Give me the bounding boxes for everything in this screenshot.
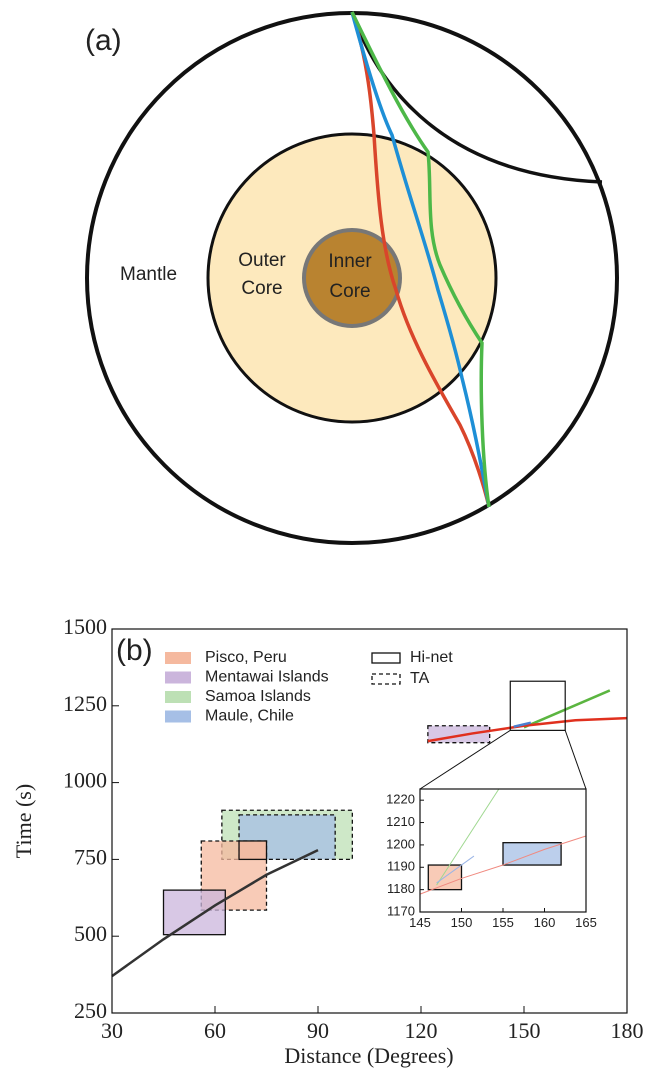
y-tick-label: 1170 [387, 903, 415, 918]
station-box [162, 889, 226, 936]
y-tick-label: 1500 [63, 614, 107, 639]
panel-label: (b) [116, 634, 153, 667]
legend-swatch [165, 710, 191, 723]
outer-core-label: Core [241, 278, 282, 299]
y-tick-label: 500 [74, 921, 107, 946]
x-tick-label: 30 [101, 1018, 123, 1043]
x-axis-label: Distance (Degrees) [284, 1043, 453, 1068]
legend-label: Hi-net [410, 649, 453, 666]
x-tick-label: 150 [451, 915, 473, 930]
ray-blue [350, 11, 491, 508]
inner-core-label: Inner [328, 251, 372, 272]
travel-time-curve [436, 855, 475, 884]
panel-label: (a) [85, 24, 122, 57]
travel-time-chart: (b) Distance (Degrees) Time (s) 30 60 90 12… [11, 614, 643, 1068]
mantle-label: Mantle [120, 264, 177, 285]
legend-label: TA [410, 670, 430, 687]
zoom-box [509, 680, 566, 731]
y-tick-label: 1250 [63, 691, 107, 716]
y-tick-label: 750 [74, 844, 107, 869]
legend-label: Samoa Islands [205, 688, 311, 705]
inner-core-label: Core [329, 281, 370, 302]
travel-time-curve [513, 721, 532, 728]
x-tick-label: 165 [575, 915, 597, 930]
zoom-connector [419, 729, 511, 790]
x-tick-label: 150 [508, 1018, 541, 1043]
travel-time-curve [523, 689, 611, 729]
y-tick-label: 1200 [386, 836, 415, 851]
legend-label: Mentawai Islands [205, 669, 329, 686]
y-tick-label: 250 [74, 998, 107, 1023]
x-tick-label: 120 [405, 1018, 438, 1043]
x-tick-label: 160 [534, 915, 556, 930]
travel-time-curve [436, 788, 500, 886]
y-tick-label: 1190 [387, 859, 415, 874]
x-tick-label: 60 [204, 1018, 226, 1043]
legend-swatch [371, 673, 401, 685]
legend-label: Maule, Chile [205, 708, 294, 725]
x-tick-label: 145 [409, 915, 431, 930]
travel-time-curve [111, 849, 319, 978]
x-tick-label: 155 [492, 915, 514, 930]
legend-swatch [371, 652, 401, 664]
legend-swatch [165, 691, 191, 703]
y-tick-label: 1180 [387, 881, 415, 896]
station-box [238, 840, 268, 861]
y-axis-label: Time (s) [11, 784, 36, 858]
ray-green [350, 11, 491, 508]
y-tick-label: 1210 [386, 814, 415, 829]
legend-swatch [165, 671, 191, 684]
x-tick-label: 180 [611, 1018, 644, 1043]
y-tick-label: 1220 [386, 792, 415, 807]
legend-swatch [165, 652, 191, 664]
legend-label: Pisco, Peru [205, 649, 287, 666]
inner-core [302, 228, 402, 328]
ray-red [350, 11, 491, 508]
zoom-connector [564, 730, 587, 790]
x-tick-label: 90 [307, 1018, 329, 1043]
y-tick-label: 1000 [63, 768, 107, 793]
ray-black [350, 11, 603, 184]
travel-time-curve [419, 835, 587, 895]
travel-time-curve [427, 716, 628, 743]
plot-frame [111, 628, 628, 1014]
earth-diagram: (a) Mantle Outer Core Inner Core [85, 11, 619, 545]
outer-core-label: Outer [238, 250, 286, 271]
